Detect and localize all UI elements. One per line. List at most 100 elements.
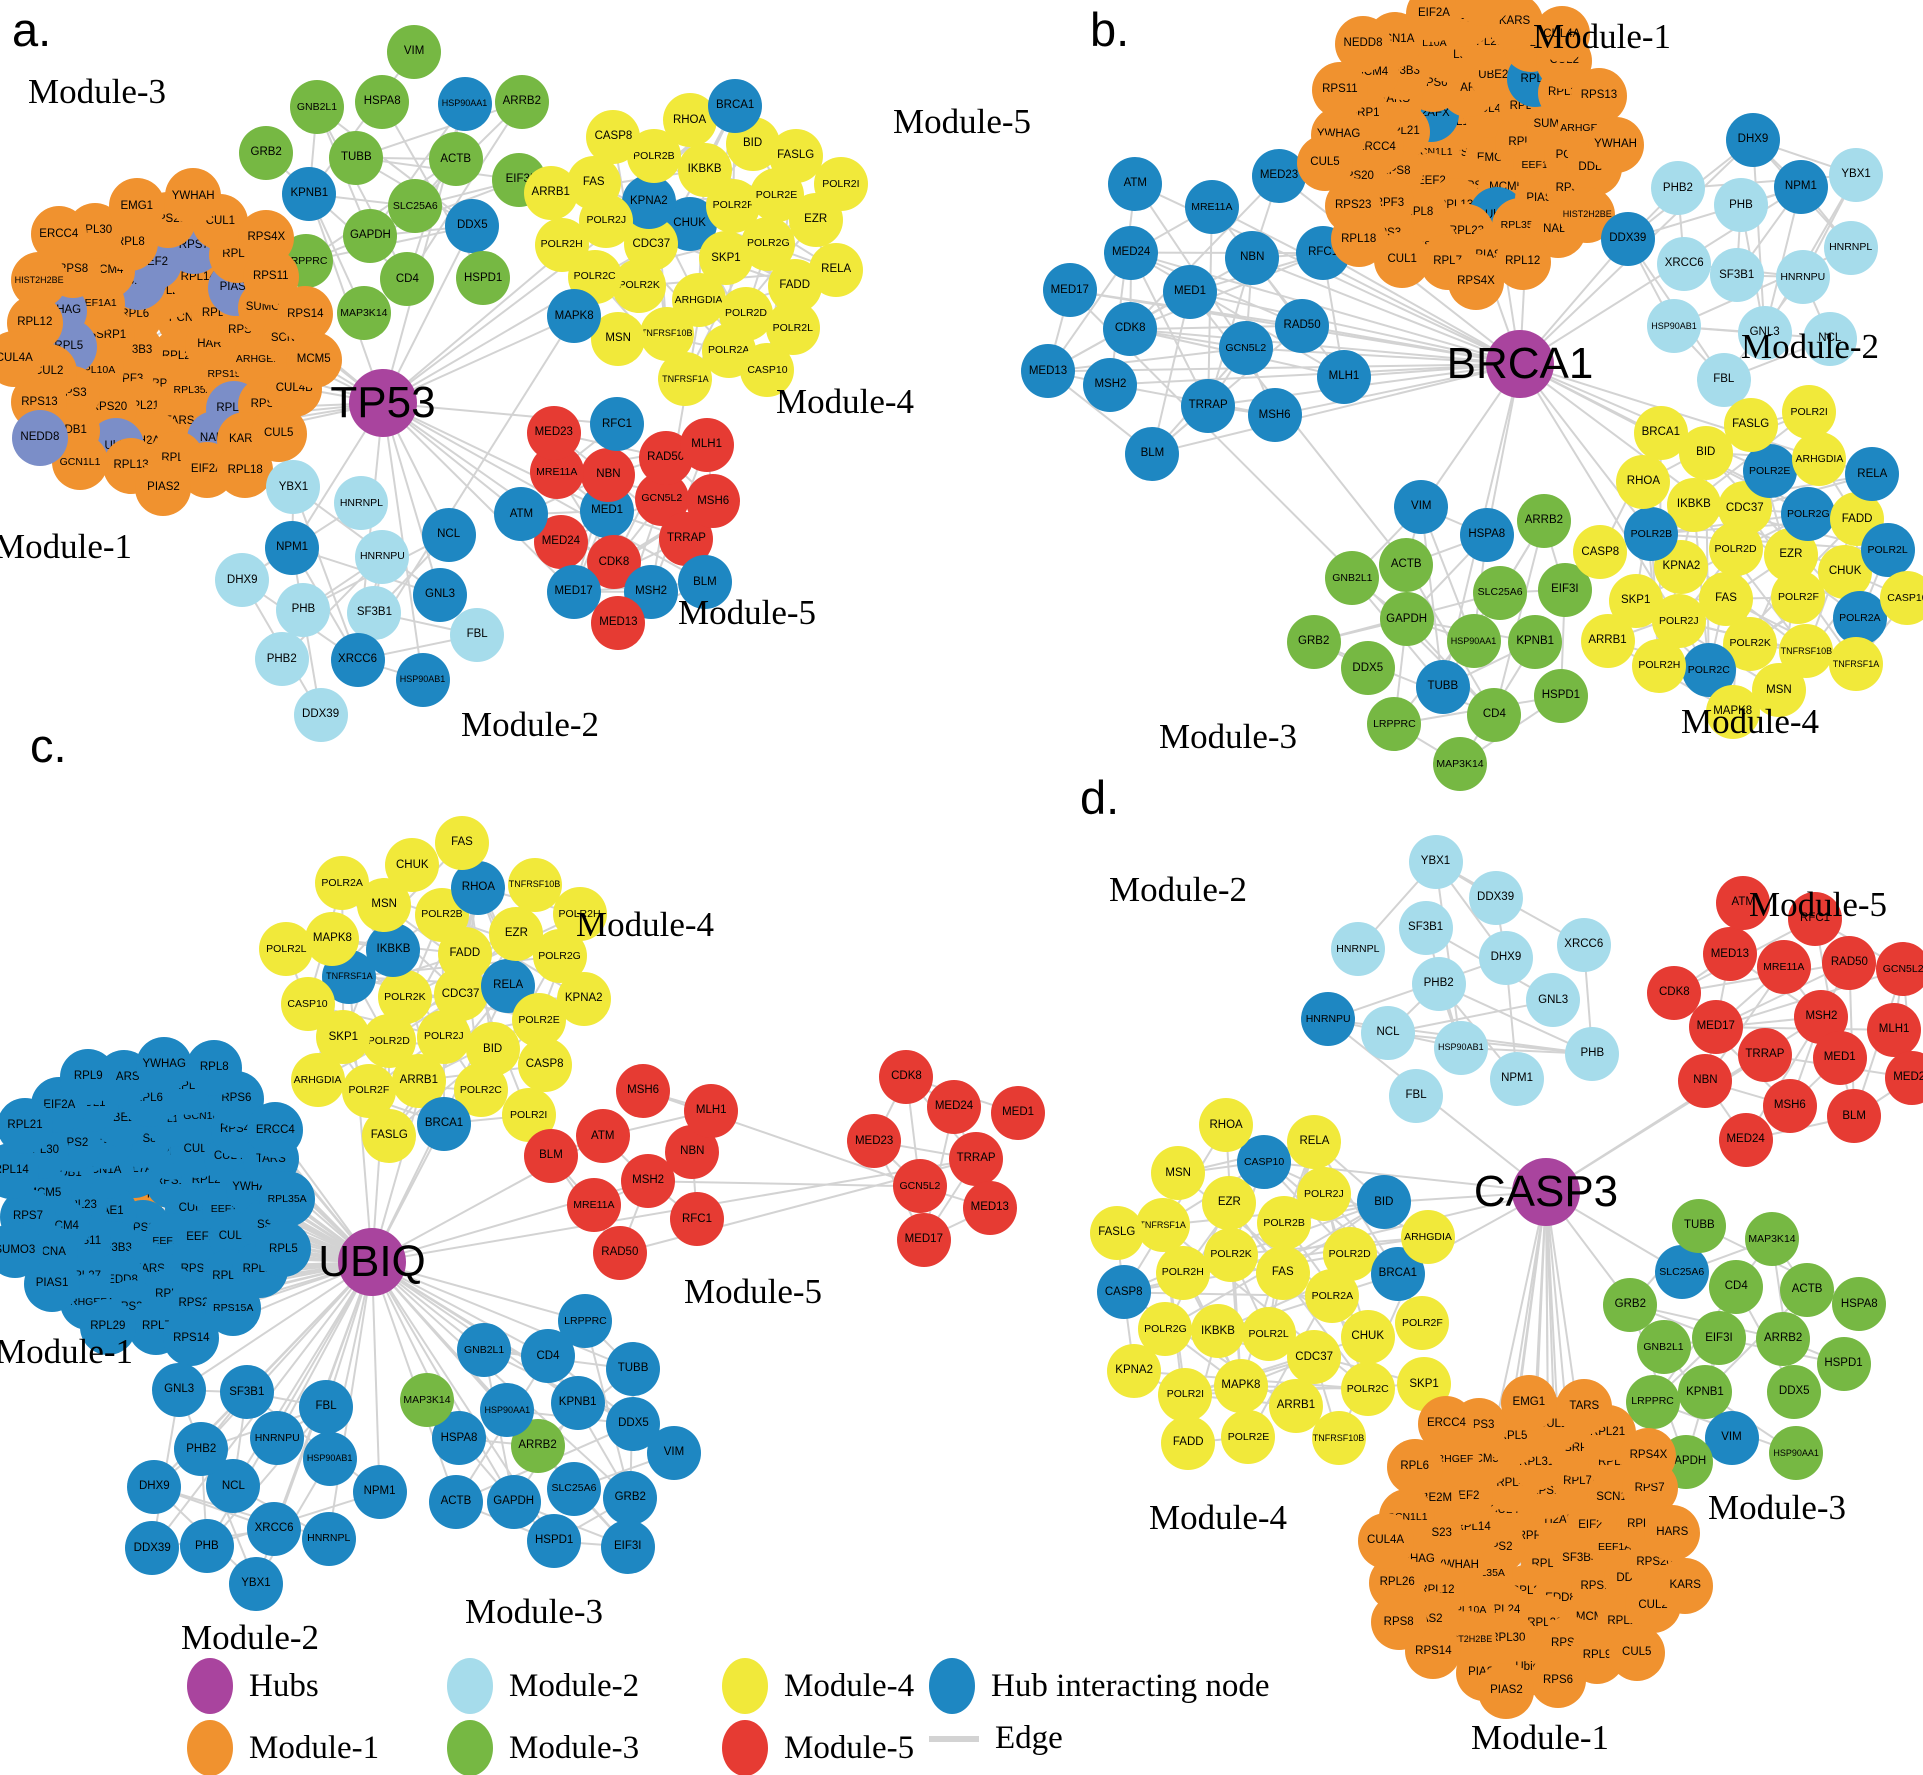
node-med24[interactable]: MED24	[927, 1080, 982, 1135]
node-eif3i[interactable]: EIF3I	[1691, 1311, 1746, 1366]
node-ncl[interactable]: NCL	[1361, 1006, 1415, 1061]
node-ddx5[interactable]: DDX5	[445, 198, 500, 253]
node-rpl18[interactable]: RPL18	[1330, 211, 1387, 268]
node-gapdh[interactable]: GAPDH	[486, 1475, 541, 1530]
node-hspa8[interactable]: HSPA8	[1832, 1277, 1887, 1332]
node-lrpprc[interactable]: LRPPRC	[1367, 697, 1422, 752]
node-msh2[interactable]: MSH2	[1083, 357, 1138, 412]
node-phb[interactable]: PHB	[179, 1519, 234, 1574]
node-msn[interactable]: MSN	[1751, 663, 1806, 718]
node-trrap[interactable]: TRRAP	[1181, 379, 1236, 434]
node-casp10[interactable]: CASP10	[740, 342, 795, 397]
node-mapk8[interactable]: MAPK8	[305, 912, 360, 967]
node-hspd1[interactable]: HSPD1	[527, 1514, 582, 1569]
node-arhgdia[interactable]: ARHGDIA	[1400, 1210, 1455, 1265]
node-gcn5l2[interactable]: GCN5L2	[1876, 941, 1923, 996]
node-casp8[interactable]: CASP8	[586, 110, 641, 164]
node-casp10[interactable]: CASP10	[280, 977, 335, 1032]
node-arrb1[interactable]: ARRB1	[1268, 1378, 1323, 1433]
node-med23[interactable]: MED23	[1885, 1050, 1923, 1105]
node-actb[interactable]: ACTB	[428, 132, 483, 187]
node-nbn[interactable]: NBN	[581, 447, 636, 502]
node-phb[interactable]: PHB	[1565, 1027, 1620, 1082]
node-slc25a6[interactable]: SLC25A6	[546, 1461, 601, 1516]
node-rpl18[interactable]: RPL18	[217, 442, 274, 499]
node-cd4[interactable]: CD4	[1467, 687, 1522, 742]
node-phb2[interactable]: PHB2	[174, 1422, 229, 1477]
node-polr2a[interactable]: POLR2A	[315, 856, 370, 911]
hub-node-brca1[interactable]	[1486, 330, 1554, 398]
node-hsp90ab1[interactable]: HSP90AB1	[302, 1431, 357, 1486]
node-ezr[interactable]: EZR	[1202, 1175, 1257, 1230]
node-ybx1[interactable]: YBX1	[1829, 147, 1884, 202]
node-arhgdia[interactable]: ARHGDIA	[1792, 432, 1847, 487]
node-tnfrsf10b[interactable]: TNFRSF10B	[1311, 1411, 1366, 1466]
node-nbn[interactable]: NBN	[1225, 231, 1280, 286]
node-gnb2l1[interactable]: GNB2L1	[457, 1323, 512, 1378]
node-faslg[interactable]: FASLG	[362, 1108, 417, 1163]
node-polr2i[interactable]: POLR2I	[501, 1088, 556, 1143]
node-tnfrsf1a[interactable]: TNFRSF1A	[1135, 1198, 1190, 1253]
node-gnl3[interactable]: GNL3	[1737, 305, 1792, 360]
node-ywhag[interactable]: YWHAG	[136, 1037, 193, 1094]
node-tnfrsf1a[interactable]: TNFRSF1A	[1829, 637, 1883, 692]
node-kpna2[interactable]: KPNA2	[556, 971, 611, 1026]
node-phb[interactable]: PHB	[276, 582, 331, 637]
node-rela[interactable]: RELA	[1845, 447, 1900, 502]
node-fbl[interactable]: FBL	[450, 608, 505, 662]
node-mlh1[interactable]: MLH1	[1316, 349, 1371, 404]
node-hsp90aa1[interactable]: HSP90AA1	[1769, 1426, 1824, 1481]
node-hnrnpu[interactable]: HNRNPU	[1775, 249, 1830, 304]
node-atm[interactable]: ATM	[494, 487, 549, 542]
node-tars[interactable]: TARS	[1556, 1378, 1613, 1435]
node-hspa8[interactable]: HSPA8	[355, 75, 410, 130]
node-map3k14[interactable]: MAP3K14	[1433, 736, 1487, 791]
node-med1[interactable]: MED1	[1812, 1031, 1867, 1086]
node-tubb[interactable]: TUBB	[1415, 659, 1470, 714]
node-med13[interactable]: MED13	[1702, 927, 1757, 982]
node-mcm5[interactable]: MCM5	[285, 331, 342, 388]
node-gcn5l2[interactable]: GCN5L2	[892, 1159, 947, 1214]
node-cdk8[interactable]: CDK8	[879, 1049, 934, 1104]
node-arhgdia[interactable]: ARHGDIA	[290, 1053, 345, 1108]
node-trrap[interactable]: TRRAP	[1737, 1028, 1792, 1083]
node-hspa8[interactable]: HSPA8	[1459, 508, 1514, 563]
node-faslg[interactable]: FASLG	[1089, 1205, 1144, 1260]
node-kpna2[interactable]: KPNA2	[1107, 1344, 1162, 1399]
node-rela[interactable]: RELA	[809, 243, 864, 298]
node-mre11a[interactable]: MRE11A	[1184, 179, 1239, 234]
node-eif2a[interactable]: EIF2A	[1405, 0, 1462, 42]
node-med24[interactable]: MED24	[1718, 1112, 1773, 1167]
node-polr2h[interactable]: POLR2H	[1155, 1245, 1210, 1300]
node-sf3b1[interactable]: SF3B1	[219, 1365, 274, 1420]
node-slc25a6[interactable]: SLC25A6	[1654, 1245, 1709, 1300]
node-rad50[interactable]: RAD50	[592, 1226, 647, 1281]
node-xrcc6[interactable]: XRCC6	[1556, 917, 1611, 972]
node-brca1[interactable]: BRCA1	[708, 78, 763, 133]
node-xrcc6[interactable]: XRCC6	[1657, 236, 1712, 291]
node-hsp90ab1[interactable]: HSP90AB1	[1647, 299, 1702, 354]
node-xrcc6[interactable]: XRCC6	[330, 632, 385, 687]
node-vim[interactable]: VIM	[646, 1425, 701, 1480]
node-msn[interactable]: MSN	[1151, 1146, 1206, 1201]
node-slc25a6[interactable]: SLC25A6	[388, 179, 443, 234]
node-polr2i[interactable]: POLR2I	[813, 156, 868, 211]
node-med24[interactable]: MED24	[1104, 225, 1159, 280]
node-cul4a[interactable]: CUL4A	[1357, 1512, 1414, 1569]
node-msh6[interactable]: MSH6	[616, 1063, 671, 1118]
node-lrpprc[interactable]: LRPPRC	[558, 1294, 613, 1349]
node-rad50[interactable]: RAD50	[1275, 298, 1330, 353]
node-map3k14[interactable]: MAP3K14	[336, 286, 391, 341]
node-tubb[interactable]: TUBB	[329, 130, 384, 185]
node-grb2[interactable]: GRB2	[1603, 1277, 1658, 1332]
node-vim[interactable]: VIM	[1704, 1410, 1759, 1465]
node-mre11a[interactable]: MRE11A	[1756, 940, 1811, 995]
node-gcn5l2[interactable]: GCN5L2	[1218, 321, 1273, 376]
node-ddx39[interactable]: DDX39	[1600, 211, 1655, 266]
node-hnrnpl[interactable]: HNRNPL	[1823, 220, 1878, 275]
hub-node-casp3[interactable]	[1512, 1158, 1580, 1226]
node-bid[interactable]: BID	[1356, 1175, 1411, 1230]
node-chuk[interactable]: CHUK	[385, 838, 440, 893]
node-kpnb1[interactable]: KPNB1	[550, 1375, 605, 1430]
node-casp8[interactable]: CASP8	[1573, 525, 1628, 580]
